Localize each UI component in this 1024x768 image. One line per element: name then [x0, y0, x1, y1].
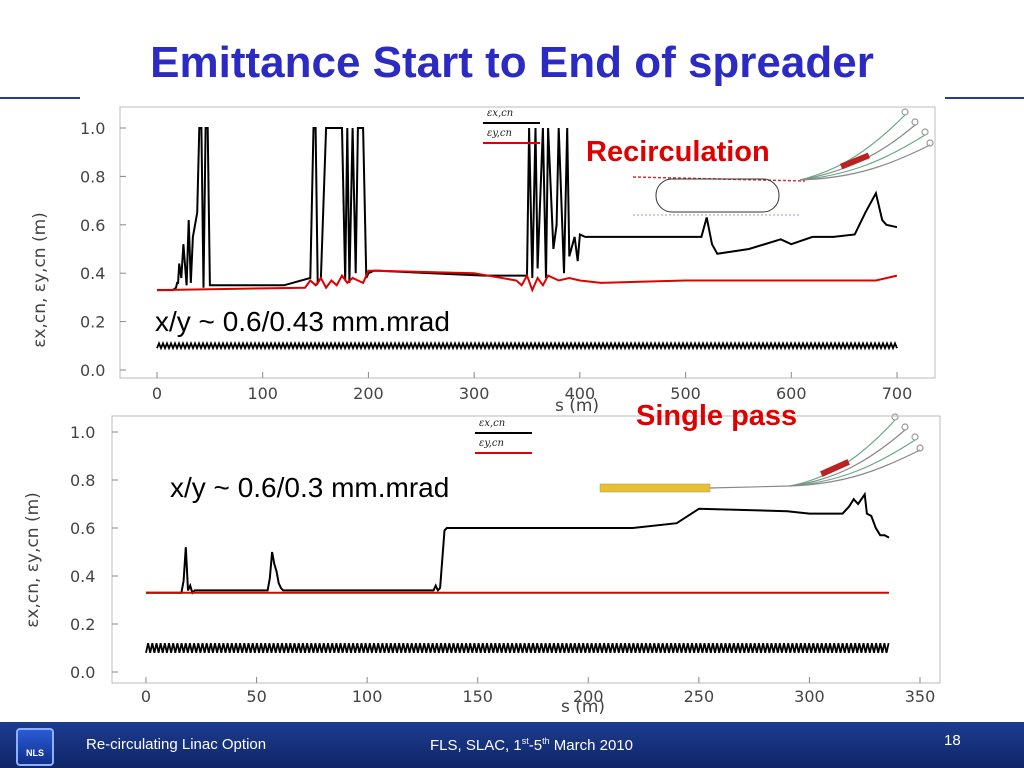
y-tick-label: 1.0 — [70, 423, 95, 442]
slide-title: Emittance Start to End of spreader — [150, 38, 874, 87]
y-tick-label: 0.4 — [70, 567, 95, 586]
recirculation-ring-diagram — [632, 176, 806, 216]
x-tick-label: 0 — [141, 687, 151, 706]
footer-sup-1: st — [521, 736, 529, 746]
x-axis-label: s (m) — [561, 697, 605, 717]
series-lattice-line — [156, 341, 898, 351]
x-tick-label: 200 — [573, 687, 604, 706]
y-tick-label: 0.6 — [70, 519, 95, 538]
y-tick-label: 0.8 — [80, 167, 105, 186]
x-tick-label: 700 — [882, 384, 913, 403]
plot-frame — [111, 415, 941, 684]
x-tick-label: 250 — [684, 687, 715, 706]
footer-bar: NLS Re-circulating Linac Option FLS, SLA… — [0, 722, 1024, 768]
emittance-charts: 0.00.20.40.60.81.00 100 200 300 400 500 600 700… — [23, 106, 941, 717]
y-tick-label: 0.2 — [70, 615, 95, 634]
x-tick-label: 300 — [459, 384, 490, 403]
y-tick-label: 1.0 — [80, 119, 105, 138]
recirculation-label: Recirculation — [586, 136, 770, 168]
legend-entry-label: εy,cn — [487, 128, 512, 139]
nls-logo: NLS — [16, 728, 54, 766]
page-number: 18 — [944, 732, 961, 749]
series-ex-line — [146, 491, 890, 595]
x-tick-label: 200 — [353, 384, 384, 403]
logo-text: NLS — [26, 748, 44, 758]
x-tick-label: 100 — [352, 687, 383, 706]
single-pass-chart: 0.0 0.2 0.4 0.6 0.8 1.0 0 50 100 150 200 250 300 350 s… — [23, 415, 941, 717]
x-tick-label: 350 — [905, 687, 936, 706]
x-tick-label: 600 — [776, 384, 807, 403]
y-tick-label: 0.0 — [70, 663, 95, 682]
y-axis-label: εx,cn, εy,cn (m) — [30, 212, 50, 348]
y-tick-label: 0.0 — [80, 361, 105, 380]
legend-entry-label: εx,cn — [479, 418, 505, 429]
legend-entry-label: εy,cn — [479, 438, 504, 449]
y-tick-label: 0.6 — [80, 216, 105, 235]
footer-center-mid: -5 — [528, 737, 543, 754]
x-tick-label: 500 — [670, 384, 701, 403]
x-tick-label: 100 — [247, 384, 278, 403]
x-tick-label: 150 — [462, 687, 493, 706]
recirculation-chart: 0.0 0.2 0.4 0.6 0.8 1.0 0 100 200 300 400 500 600 700… — [30, 106, 936, 416]
y-tick-label: 0.4 — [80, 264, 105, 283]
footer-center-prefix: FLS, SLAC, 1 — [430, 737, 522, 754]
title-rule-left — [0, 97, 80, 99]
x-tick-label: 400 — [565, 384, 596, 403]
footer-sup-2: th — [542, 736, 550, 746]
bottom-emittance-annotation: x/y ~ 0.6/0.3 mm.mrad — [170, 472, 450, 503]
y-tick-label: 0.2 — [80, 313, 105, 332]
series-ex-line — [157, 127, 898, 292]
footer-center-suffix: March 2010 — [549, 737, 633, 754]
spreader-diagram-top — [799, 108, 934, 181]
series-lattice-line — [145, 643, 890, 653]
y-tick-label: 0.8 — [70, 471, 95, 490]
x-tick-label: 0 — [152, 384, 162, 403]
single-pass-label: Single pass — [636, 400, 798, 432]
legend-entry-label: εx,cn — [487, 108, 513, 119]
top-emittance-annotation: x/y ~ 0.6/0.43 mm.mrad — [155, 306, 450, 337]
x-axis-label: s (m) — [555, 396, 599, 416]
y-axis-label: εx,cn, εy,cn (m) — [23, 492, 43, 628]
title-rule-right — [945, 97, 1024, 99]
footer-left-text: Re-circulating Linac Option — [86, 736, 267, 753]
series-ey-line — [156, 269, 898, 293]
plot-frame — [119, 106, 936, 379]
x-tick-label: 300 — [794, 687, 825, 706]
footer-center-text: FLS, SLAC, 1st-5th March 2010 — [430, 736, 633, 754]
x-tick-label: 50 — [246, 687, 266, 706]
spreader-diagram-bottom — [599, 413, 924, 493]
